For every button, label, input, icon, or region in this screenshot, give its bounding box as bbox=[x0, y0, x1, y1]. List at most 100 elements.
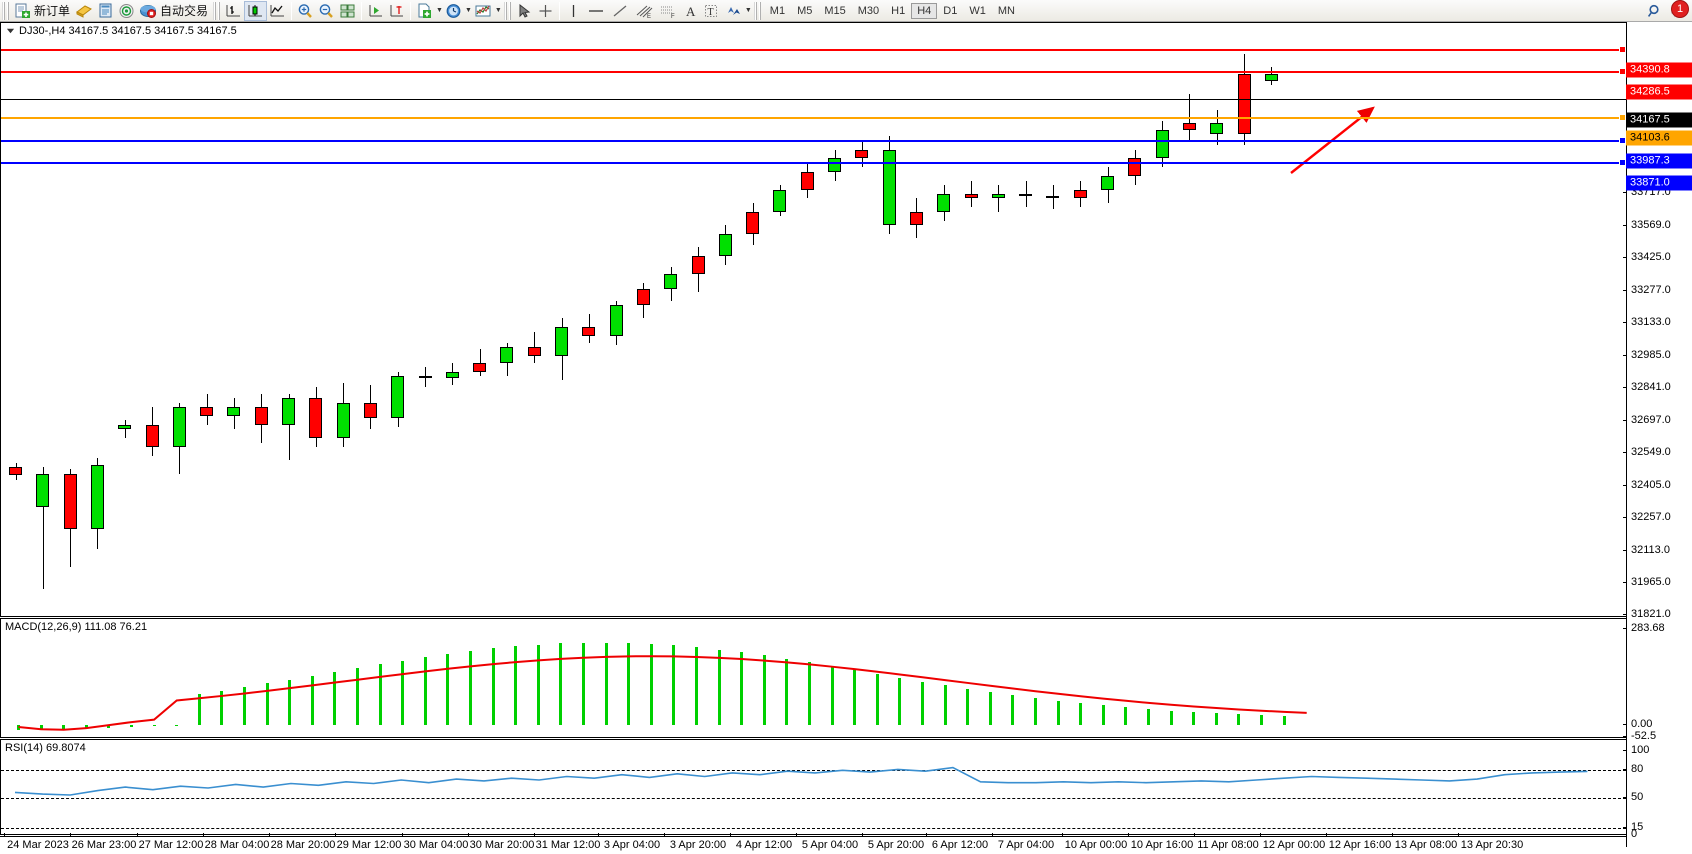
time-axis-label: 3 Apr 20:00 bbox=[670, 839, 726, 851]
timeframe-h4[interactable]: H4 bbox=[911, 3, 937, 19]
time-axis-separator bbox=[203, 833, 204, 837]
toolbar-grip-3[interactable] bbox=[504, 2, 512, 20]
timeframe-d1[interactable]: D1 bbox=[937, 3, 963, 19]
tile-windows-icon[interactable] bbox=[337, 1, 358, 21]
alerts-icon[interactable]: 1 bbox=[1666, 1, 1692, 21]
chart-collapse-icon[interactable] bbox=[6, 26, 15, 35]
navigator-icon[interactable] bbox=[116, 1, 137, 21]
chart-area[interactable]: DJ30-,H4 34167.5 34167.5 34167.5 34167.5… bbox=[0, 22, 1692, 847]
time-axis-label: 27 Mar 12:00 bbox=[139, 839, 204, 851]
time-axis-separator bbox=[1062, 833, 1063, 837]
templates-dropdown-caret[interactable]: ▼ bbox=[495, 7, 502, 14]
toolbar-grip-2[interactable] bbox=[213, 2, 221, 20]
price-axis-tick-label: 31965.0 bbox=[1631, 576, 1671, 588]
axis-tick bbox=[1623, 322, 1627, 323]
autotrading-label[interactable]: 自动交易 bbox=[159, 2, 211, 19]
price-line-handle[interactable] bbox=[1619, 114, 1626, 121]
time-axis-separator bbox=[1458, 833, 1459, 837]
bar-chart-icon[interactable] bbox=[223, 1, 244, 21]
time-axis-separator bbox=[1392, 833, 1393, 837]
price-line-handle[interactable] bbox=[1619, 159, 1626, 166]
auto-scroll-icon[interactable] bbox=[365, 1, 386, 21]
macd-bar bbox=[107, 725, 110, 728]
time-axis-separator bbox=[1128, 833, 1129, 837]
price-tag-resistance-upper: 34390.8 bbox=[1626, 63, 1692, 78]
rsi-line bbox=[1, 740, 1626, 835]
price-line-handle[interactable] bbox=[1619, 46, 1626, 53]
add-indicator-icon[interactable] bbox=[414, 1, 435, 21]
macd-bar bbox=[537, 645, 540, 725]
macd-bar bbox=[153, 725, 156, 726]
indicator-dropdown-caret[interactable]: ▼ bbox=[436, 7, 443, 14]
toolbar-grip[interactable] bbox=[2, 2, 10, 20]
rsi-pane[interactable]: RSI(14) 69.8074 bbox=[0, 739, 1626, 835]
timeframe-w1[interactable]: W1 bbox=[963, 3, 992, 19]
time-axis-separator bbox=[730, 833, 731, 837]
macd-bar bbox=[718, 650, 721, 725]
svg-text:T: T bbox=[708, 7, 714, 18]
text-label-icon[interactable]: T bbox=[701, 1, 722, 21]
crosshair-icon[interactable] bbox=[535, 1, 556, 21]
macd-axis-tick-label: 0.00 bbox=[1631, 718, 1652, 730]
terminal-icon[interactable] bbox=[73, 1, 95, 21]
zoom-out-icon[interactable] bbox=[316, 1, 337, 21]
timeframe-m15[interactable]: M15 bbox=[818, 3, 851, 19]
price-pane[interactable]: DJ30-,H4 34167.5 34167.5 34167.5 34167.5 bbox=[0, 22, 1626, 617]
timeframe-h1[interactable]: H1 bbox=[885, 3, 911, 19]
time-axis-label: 10 Apr 00:00 bbox=[1065, 839, 1127, 851]
fibonacci-icon[interactable]: F bbox=[656, 1, 680, 21]
candlestick-chart-icon[interactable] bbox=[244, 1, 267, 21]
timeframe-m1[interactable]: M1 bbox=[764, 3, 791, 19]
period-clock-icon[interactable] bbox=[443, 1, 464, 21]
macd-bar bbox=[130, 725, 133, 727]
templates-icon[interactable] bbox=[472, 1, 494, 21]
data-window-icon[interactable] bbox=[95, 1, 116, 21]
text-tool-icon[interactable]: A bbox=[680, 1, 701, 21]
price-line-handle[interactable] bbox=[1619, 137, 1626, 144]
timeframe-m5[interactable]: M5 bbox=[791, 3, 818, 19]
price-axis-tick-label: 32841.0 bbox=[1631, 381, 1671, 393]
horizontal-line-icon[interactable] bbox=[584, 1, 608, 21]
time-axis-label: 3 Apr 04:00 bbox=[604, 839, 660, 851]
period-dropdown-caret[interactable]: ▼ bbox=[465, 7, 472, 14]
macd-bar bbox=[763, 655, 766, 725]
arrows-dropdown-caret[interactable]: ▼ bbox=[745, 7, 752, 14]
axis-tick bbox=[1623, 485, 1627, 486]
macd-bar bbox=[853, 670, 856, 725]
search-icon[interactable] bbox=[1644, 1, 1666, 21]
axis-tick bbox=[1623, 420, 1627, 421]
chart-shift-icon[interactable] bbox=[386, 1, 407, 21]
macd-bar bbox=[740, 652, 743, 725]
price-axis-tick-label: 31821.0 bbox=[1631, 608, 1671, 620]
macd-bar bbox=[40, 725, 43, 729]
time-axis-label: 12 Apr 16:00 bbox=[1329, 839, 1391, 851]
macd-bar bbox=[695, 647, 698, 725]
timeframe-mn[interactable]: MN bbox=[992, 3, 1021, 19]
timeframe-m30[interactable]: M30 bbox=[852, 3, 885, 19]
trendline-icon[interactable] bbox=[608, 1, 632, 21]
time-axis-label: 10 Apr 16:00 bbox=[1131, 839, 1193, 851]
time-axis-label: 11 Apr 08:00 bbox=[1197, 839, 1259, 851]
axis-tick bbox=[1623, 769, 1627, 770]
macd-bar bbox=[582, 643, 585, 725]
time-axis-label: 4 Apr 12:00 bbox=[736, 839, 792, 851]
rsi-level-50 bbox=[1, 798, 1626, 799]
macd-pane[interactable]: MACD(12,26,9) 111.08 76.21 bbox=[0, 618, 1626, 738]
axis-tick bbox=[1623, 290, 1627, 291]
price-line-handle[interactable] bbox=[1619, 68, 1626, 75]
cursor-icon[interactable] bbox=[514, 1, 535, 21]
new-order-label[interactable]: 新订单 bbox=[33, 2, 73, 19]
toolbar-grip-4[interactable] bbox=[754, 2, 762, 20]
vertical-line-icon[interactable] bbox=[563, 1, 584, 21]
autotrading-icon[interactable] bbox=[137, 1, 159, 21]
macd-bar bbox=[401, 661, 404, 725]
new-order-button[interactable] bbox=[12, 1, 33, 21]
macd-bar bbox=[627, 643, 630, 725]
equidistant-channel-icon[interactable]: E bbox=[632, 1, 656, 21]
zoom-in-icon[interactable] bbox=[295, 1, 316, 21]
macd-bar bbox=[333, 672, 336, 725]
arrows-icon[interactable] bbox=[722, 1, 744, 21]
line-chart-icon[interactable] bbox=[267, 1, 288, 21]
